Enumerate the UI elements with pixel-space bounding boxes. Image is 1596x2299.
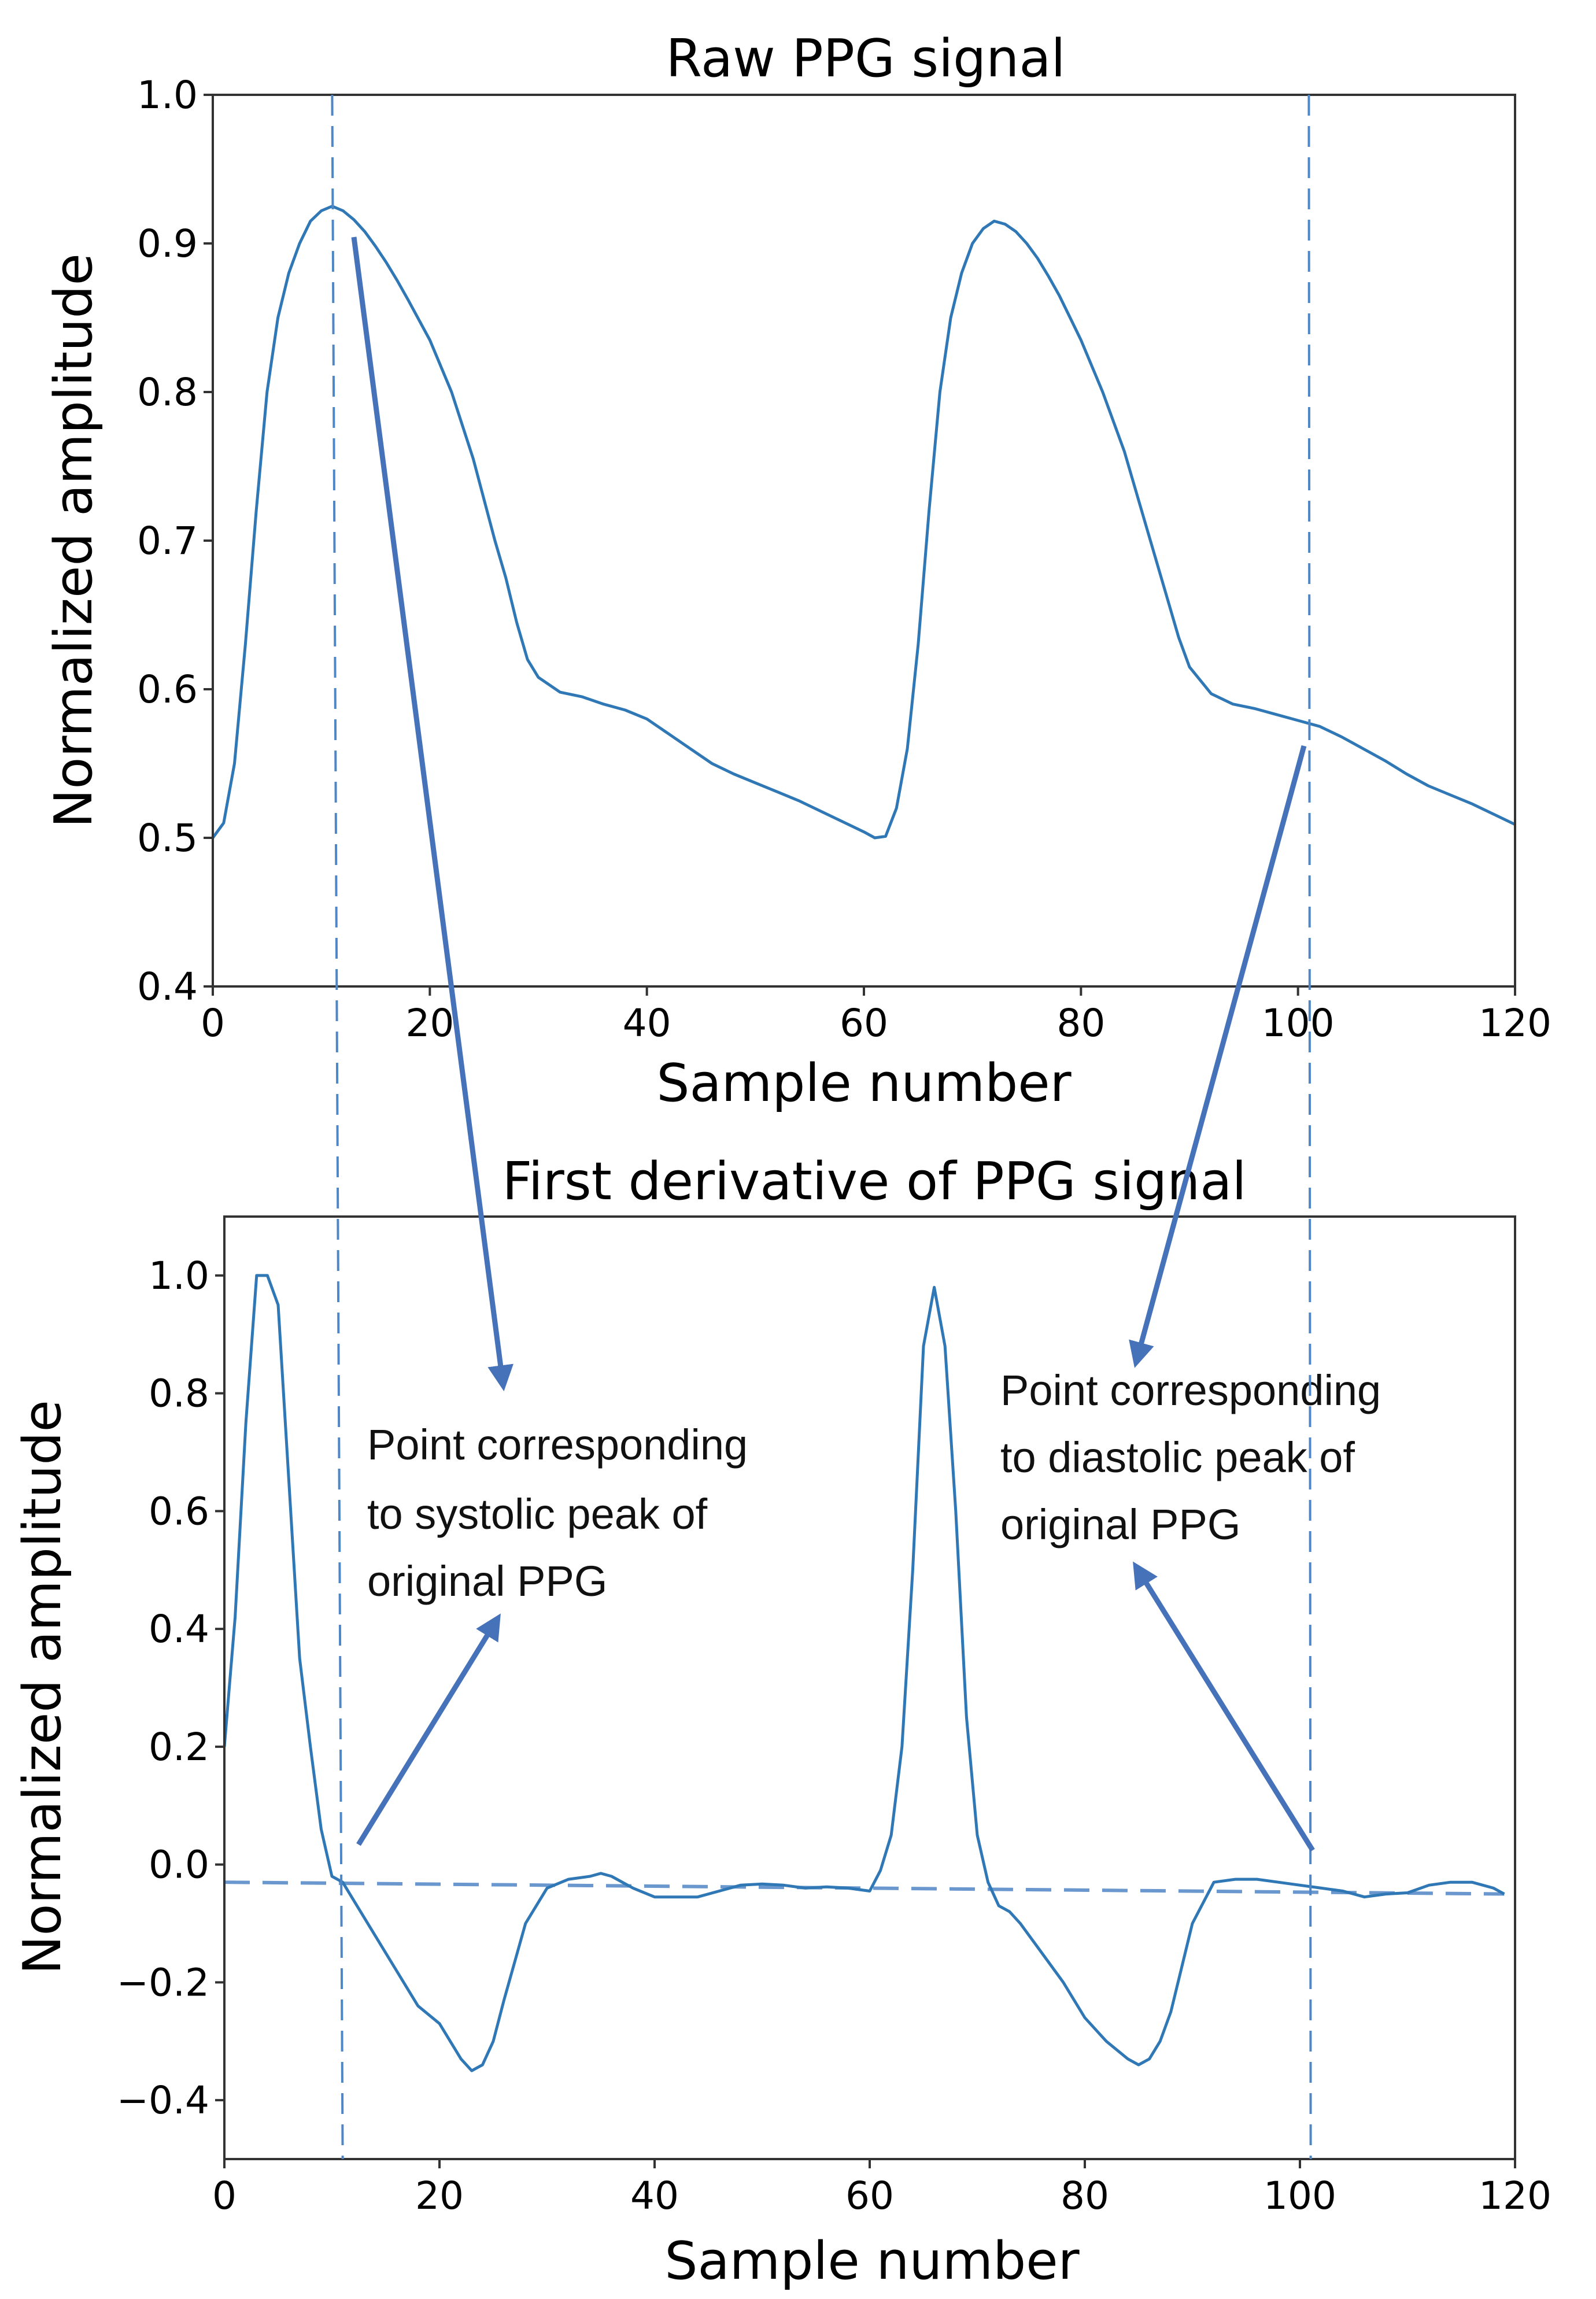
y-tick-label: 0.8 [137, 370, 198, 415]
vertical-dashed-guide [331, 94, 344, 2160]
x-tick-label: 20 [415, 2174, 464, 2218]
chart-title: First derivative of PPG signal [503, 1151, 1247, 1212]
series-line [223, 1274, 1505, 2072]
y-tick-label: 0.9 [137, 221, 198, 266]
x-tick-label: 40 [630, 2174, 679, 2218]
y-tick-label: −0.2 [117, 1960, 209, 2005]
y-tick-label: 0.6 [149, 1489, 209, 1533]
systolic-down-arrow [351, 236, 513, 1392]
tick-group: 0 20 40 60 80 100 120 −0.4 −0.2 0.0 0.2 0.4 0.6 0.8 1.… [117, 1254, 1551, 2218]
x-tick-label: 60 [845, 2174, 894, 2218]
diastolic-down-arrow [1129, 745, 1307, 1368]
axes-frame [223, 1215, 1516, 2160]
annotation-line: to systolic peak of [367, 1490, 708, 1538]
chart-title: Raw PPG signal [666, 28, 1065, 89]
plot-area [211, 205, 1516, 840]
y-tick-label: 0.5 [137, 816, 198, 860]
y-tick-label: 0.8 [149, 1372, 209, 1416]
diastolic-annotation: Point corresponding to diastolic peak of… [1000, 1366, 1381, 1548]
y-tick-label: 0.4 [149, 1607, 209, 1651]
x-tick-label: 20 [405, 1001, 454, 1045]
y-axis-label: Normalized amplitude [43, 253, 104, 828]
y-axis-label: Normalized amplitude [12, 1400, 73, 1975]
systolic-annotation: Point corresponding to systolic peak of … [367, 1421, 748, 1605]
arrows [351, 236, 1315, 1852]
x-tick-label: 80 [1056, 1001, 1105, 1045]
y-tick-label: 0.4 [137, 964, 198, 1009]
annotation-line: original PPG [1000, 1500, 1240, 1548]
annotation-line: Point corresponding [367, 1421, 748, 1469]
x-tick-label: 40 [623, 1001, 671, 1045]
y-tick-label: −0.4 [117, 2078, 209, 2123]
annotation-line: to diastolic peak of [1000, 1433, 1355, 1481]
x-axis-label: Sample number [664, 2231, 1079, 2291]
vertical-guides [331, 94, 1312, 2160]
plot-area [223, 1274, 1505, 2072]
x-tick-label: 120 [1479, 1001, 1551, 1045]
diastolic-up-arrow [1133, 1561, 1315, 1852]
y-tick-label: 0.7 [137, 519, 198, 563]
y-tick-label: 0.2 [149, 1725, 209, 1769]
x-axis-label: Sample number [656, 1053, 1071, 1114]
baseline-dashed-line [224, 1880, 1505, 1896]
tick-group: 0 20 40 60 80 100 120 0.4 0.5 0.6 0.7 0.8 0.9 1.0 [137, 73, 1551, 1045]
annotation-line: original PPG [367, 1557, 607, 1605]
x-tick-label: 0 [201, 1001, 225, 1045]
x-tick-label: 0 [212, 2174, 237, 2218]
x-tick-label: 80 [1061, 2174, 1109, 2218]
y-tick-label: 0.6 [137, 667, 198, 712]
vertical-dashed-guide [1307, 94, 1312, 2160]
first-derivative-chart: First derivative of PPG signal 0 20 40 60 80… [12, 1151, 1551, 2291]
x-tick-label: 100 [1264, 2174, 1336, 2218]
series-line [211, 205, 1516, 840]
y-tick-label: 1.0 [137, 73, 198, 117]
x-tick-label: 60 [840, 1001, 888, 1045]
systolic-up-arrow [356, 1613, 501, 1846]
x-tick-label: 100 [1262, 1001, 1335, 1045]
axes-frame [212, 94, 1516, 988]
y-tick-label: 1.0 [149, 1254, 209, 1298]
raw-ppg-chart: Raw PPG signal 0 20 40 60 80 100 1200.40.50.60… [43, 28, 1551, 1114]
y-tick-label: 0.0 [149, 1843, 209, 1887]
x-tick-label: 120 [1479, 2174, 1551, 2218]
annotation-line: Point corresponding [1000, 1366, 1381, 1414]
